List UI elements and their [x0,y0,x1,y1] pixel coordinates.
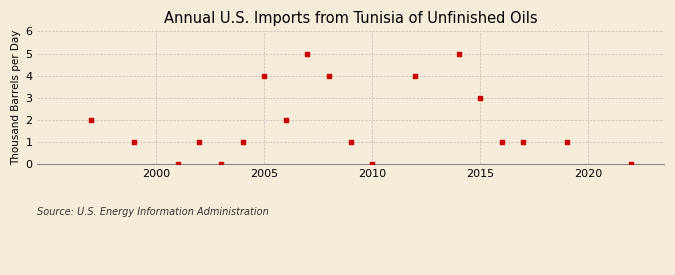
Point [345,140,356,144]
Point [172,162,183,166]
Title: Annual U.S. Imports from Tunisia of Unfinished Oils: Annual U.S. Imports from Tunisia of Unfi… [164,11,537,26]
Point [323,73,334,78]
Point [496,140,507,144]
Point [194,140,205,144]
Point [410,73,421,78]
Point [518,140,529,144]
Point [453,51,464,56]
Point [237,140,248,144]
Point [215,162,226,166]
Y-axis label: Thousand Barrels per Day: Thousand Barrels per Day [11,30,21,166]
Point [561,140,572,144]
Text: Source: U.S. Energy Information Administration: Source: U.S. Energy Information Administ… [37,207,269,217]
Point [129,140,140,144]
Point [86,118,97,122]
Point [367,162,377,166]
Point [626,162,637,166]
Point [302,51,313,56]
Point [259,73,269,78]
Point [280,118,291,122]
Point [475,96,485,100]
